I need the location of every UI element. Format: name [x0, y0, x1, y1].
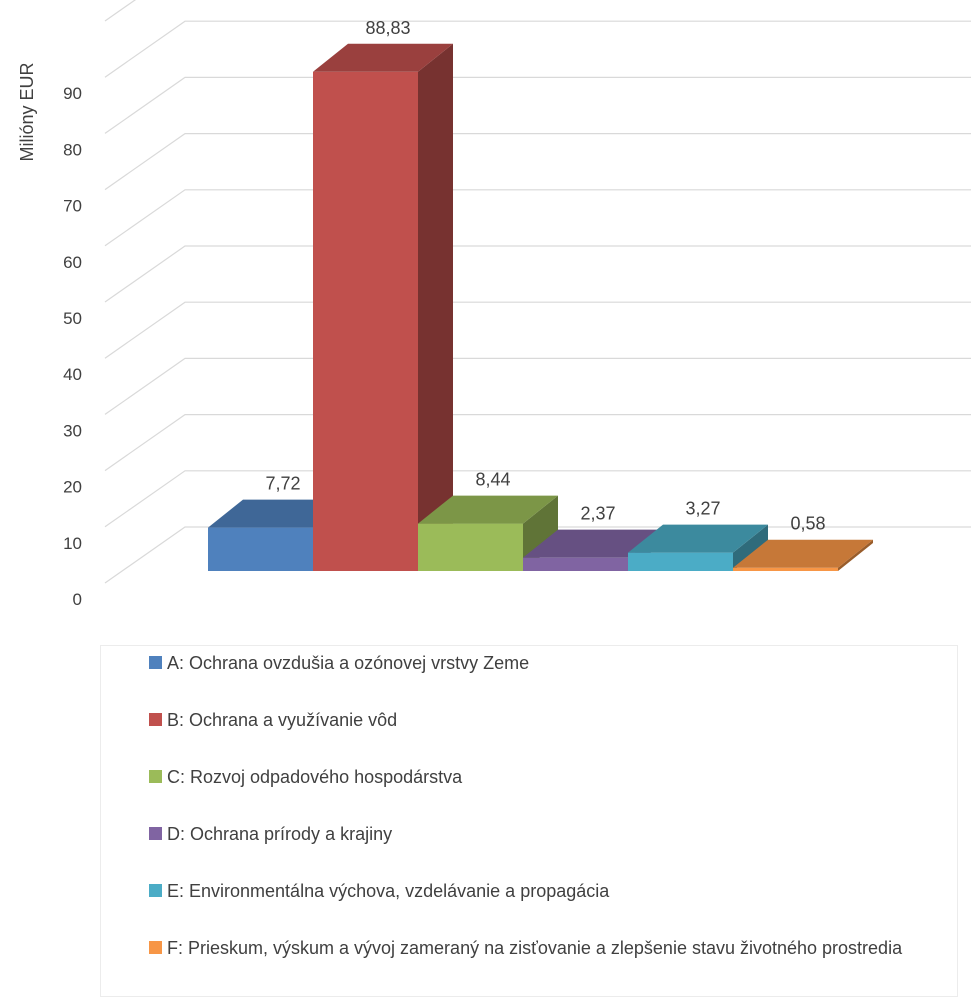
- bar-front: [628, 552, 733, 571]
- legend: A: Ochrana ovzdušia a ozónovej vrstvy Ze…: [100, 645, 958, 997]
- gridline: [104, 133, 971, 191]
- gridline: [104, 76, 971, 134]
- y-tick-label: 40: [63, 365, 82, 384]
- gridline: [104, 245, 971, 303]
- legend-label: C: Rozvoj odpadového hospodárstva: [167, 767, 463, 787]
- bar-front: [208, 527, 313, 571]
- data-label: 2,37: [580, 504, 615, 524]
- legend-swatch: [149, 713, 162, 726]
- bar-top: [313, 43, 453, 72]
- gridline: [104, 189, 971, 247]
- legend-swatch: [149, 941, 162, 954]
- bar-front: [733, 567, 838, 571]
- bar: [313, 43, 453, 572]
- bar-top: [733, 539, 873, 568]
- legend-label: A: Ochrana ovzdušia a ozónovej vrstvy Ze…: [167, 653, 530, 673]
- gridline: [104, 20, 971, 78]
- bar-front: [313, 71, 418, 572]
- bar: [628, 524, 768, 571]
- legend-swatch: [149, 770, 162, 783]
- legend-swatch: [149, 656, 162, 669]
- bar-top: [628, 524, 768, 553]
- legend-item: D: Ochrana prírody a krajiny: [149, 823, 949, 845]
- y-tick-label: 10: [63, 534, 82, 553]
- data-label: 3,27: [685, 499, 720, 519]
- data-label: 88,83: [365, 18, 410, 38]
- gridlines: [104, 0, 971, 584]
- gridline: [104, 357, 971, 415]
- legend-item: E: Environmentálna výchova, vzdelávanie …: [149, 880, 949, 902]
- bar-side: [418, 43, 453, 572]
- bar: [733, 539, 873, 571]
- legend-swatch: [149, 827, 162, 840]
- y-tick-label: 60: [63, 253, 82, 272]
- bar-top: [523, 529, 663, 558]
- gridline: [104, 0, 137, 22]
- y-tick-label: 70: [63, 197, 82, 216]
- legend-item: B: Ochrana a využívanie vôd: [149, 709, 949, 731]
- bar-side: [733, 524, 768, 571]
- legend-item: C: Rozvoj odpadového hospodárstva: [149, 766, 949, 788]
- legend-swatch: [149, 884, 162, 897]
- bar-side: [838, 539, 873, 571]
- gridline: [104, 470, 971, 528]
- y-axis-ticks: 0 10 20 30 40 50 60 70 80 90: [63, 84, 82, 609]
- gridline: [104, 301, 971, 359]
- y-tick-label: 0: [73, 590, 82, 609]
- legend-item: A: Ochrana ovzdušia a ozónovej vrstvy Ze…: [149, 652, 949, 674]
- bar-front: [523, 557, 628, 571]
- data-label: 7,72: [265, 474, 300, 494]
- legend-label: D: Ochrana prírody a krajiny: [167, 824, 393, 844]
- legend-item: F: Prieskum, výskum a vývoj zameraný na …: [149, 937, 949, 959]
- chart: 0 10 20 30 40 50 60 70 80 90 7,72 88,83 8,44 2,37 3,2…: [17, 0, 971, 609]
- gridline: [104, 414, 971, 472]
- data-label: 0,58: [790, 514, 825, 534]
- y-tick-label: 20: [63, 478, 82, 497]
- bar-top: [418, 495, 558, 524]
- legend-label: F: Prieskum, výskum a vývoj zameraný na …: [167, 938, 903, 958]
- y-tick-label: 80: [63, 140, 82, 159]
- data-labels: 7,72 88,83 8,44 2,37 3,27 0,58: [265, 18, 825, 534]
- legend-label: B: Ochrana a využívanie vôd: [167, 710, 398, 730]
- bars: [208, 43, 873, 572]
- y-tick-label: 50: [63, 309, 82, 328]
- legend-label: E: Environmentálna výchova, vzdelávanie …: [167, 881, 610, 901]
- bar-front: [418, 523, 523, 571]
- y-axis-title: Milióny EUR: [17, 62, 37, 161]
- data-label: 8,44: [475, 470, 510, 490]
- y-tick-label: 90: [63, 84, 82, 103]
- y-tick-label: 30: [63, 421, 82, 440]
